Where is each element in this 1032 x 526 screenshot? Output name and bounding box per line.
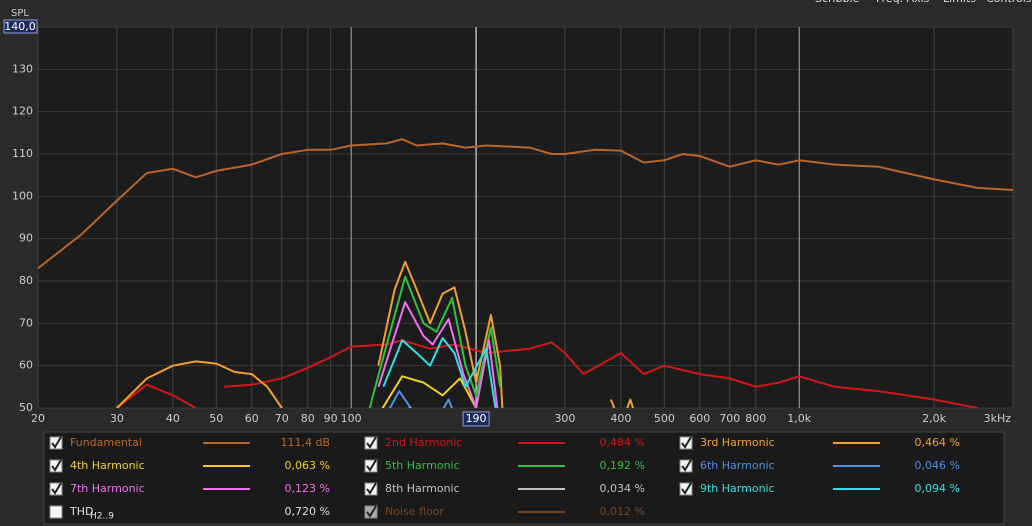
legend-name: Noise floor [385, 505, 444, 518]
checkmark [51, 482, 62, 495]
checkmark [366, 482, 377, 495]
x-tick-label: 600 [689, 412, 710, 425]
legend-value: 0,034 % [600, 482, 645, 495]
x-tick-label: 500 [654, 412, 675, 425]
legend-value: 111,4 dB [280, 436, 330, 449]
x-tick-label: 50 [209, 412, 223, 425]
x-tick-label: 700 [719, 412, 740, 425]
x-tick-label: 60 [245, 412, 259, 425]
legend-value: 0,046 % [915, 459, 960, 472]
plot-area [38, 27, 1013, 408]
series-line [368, 275, 502, 408]
legend-name: 4th Harmonic [70, 459, 145, 472]
series-line [116, 339, 978, 408]
legend-name: 7th Harmonic [70, 482, 145, 495]
series-line [381, 375, 477, 408]
series-line [116, 260, 635, 408]
y-tick-label: 50 [19, 401, 33, 414]
y-tick-label: 110 [12, 147, 33, 160]
checkmark [681, 482, 692, 495]
x-tick-label: 300 [554, 412, 575, 425]
y-tick-label: 90 [19, 232, 33, 245]
checkmark [51, 459, 62, 472]
x-tick-label: 3kHz [984, 412, 1012, 425]
legend-name: 6th Harmonic [700, 459, 775, 472]
x-tick-label: 40 [166, 412, 180, 425]
y-tick-label: 140,0 [4, 20, 36, 33]
x-tick-label: 20 [31, 412, 45, 425]
checkmark [681, 436, 692, 449]
x-tick-label: 800 [745, 412, 766, 425]
x-tick-label: 90 [324, 412, 338, 425]
legend-value: 0,484 % [600, 436, 645, 449]
menu-item[interactable]: Freq. Axis [876, 0, 930, 5]
series-line [377, 301, 499, 408]
cursor-box [462, 411, 490, 427]
checkmark [51, 436, 62, 449]
legend-value: 0,720 % [285, 505, 330, 518]
legend-name: 3rd Harmonic [700, 436, 775, 449]
series-line [408, 407, 411, 408]
menu-item[interactable]: Controls [986, 0, 1032, 5]
legend-panel [43, 431, 1005, 525]
legend-name: 8th Harmonic [385, 482, 460, 495]
x-tick-label: 70 [275, 412, 289, 425]
menu-item[interactable]: Limits [943, 0, 976, 5]
y-tick-label: 80 [19, 274, 33, 287]
legend-value: 0,464 % [915, 436, 960, 449]
x-tick-label: 100 [341, 412, 362, 425]
checkmark [366, 436, 377, 449]
legend-name-sub: H2..9 [90, 512, 114, 522]
x-tick-label: 30 [110, 412, 124, 425]
cursor-label: 190 [466, 412, 487, 425]
legend-name: 5th Harmonic [385, 459, 460, 472]
legend-name: THD [69, 505, 93, 518]
legend-value: 0,063 % [285, 459, 330, 472]
legend-name: 9th Harmonic [700, 482, 775, 495]
legend-name: Fundamental [70, 436, 142, 449]
legend-value: 0,192 % [600, 459, 645, 472]
y-tick-label: 60 [19, 359, 33, 372]
legend-name: 2nd Harmonic [385, 436, 462, 449]
y-tick-label: 100 [12, 189, 33, 202]
checkmark [366, 459, 377, 472]
plot-lines [38, 138, 1013, 408]
menu-item[interactable]: Scribble [815, 0, 860, 5]
y-tick-label: 70 [19, 316, 33, 329]
x-tick-label: 400 [610, 412, 631, 425]
y-tick-label: 130 [12, 62, 33, 75]
series-line [388, 390, 453, 408]
y-limit-box [3, 19, 38, 34]
legend-value: 0,123 % [285, 482, 330, 495]
series-line [382, 337, 497, 408]
x-tick-label: 1,0k [787, 412, 811, 425]
legend-value: 0,012 % [600, 505, 645, 518]
y-tick-label: 120 [12, 105, 33, 118]
x-tick-label: 2,0k [922, 412, 946, 425]
legend-checkbox[interactable] [49, 505, 63, 519]
y-axis-label: SPL [11, 8, 29, 19]
checkmark [366, 505, 377, 518]
legend-value: 0,094 % [915, 482, 960, 495]
checkmark [681, 459, 692, 472]
series-line [38, 138, 1013, 270]
x-tick-label: 80 [301, 412, 315, 425]
